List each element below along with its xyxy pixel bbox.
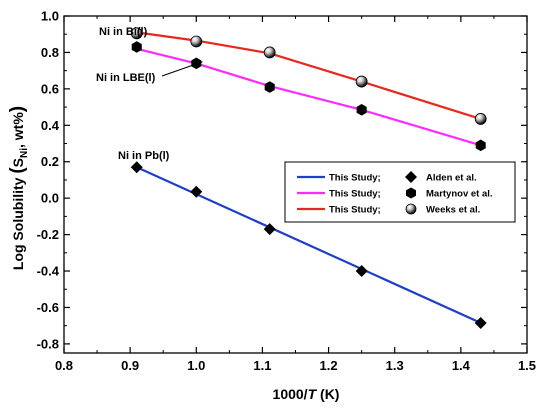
y-tick-label: -0.6 <box>37 300 59 315</box>
data-point-hexagon <box>475 139 486 152</box>
data-point-sphere <box>263 46 276 59</box>
x-tick-label: 1.5 <box>518 358 536 373</box>
x-axis-title-variable: T <box>308 386 318 402</box>
legend-source-label: Martynov et al. <box>426 189 493 200</box>
y-tick-label: 0.6 <box>41 81 59 96</box>
annotation-ni-in-bi: Ni in Bi(l) <box>99 26 148 38</box>
legend-sphere-marker <box>405 203 417 215</box>
series-line <box>136 47 482 147</box>
x-tick-label: 0.9 <box>121 358 139 373</box>
legend-study-label: This Study; <box>329 173 381 184</box>
x-axis-title-prefix: 1000/ <box>273 386 308 402</box>
x-tick-label: 1.2 <box>320 358 338 373</box>
data-point-sphere <box>190 35 203 48</box>
data-point-sphere <box>474 113 487 125</box>
legend-study-label: This Study; <box>329 205 381 216</box>
annotation-lbe-arrowhead <box>195 61 203 67</box>
annotation-ni-in-lbe: Ni in LBE(l) <box>96 72 156 84</box>
y-axis-title-paren-close: ) <box>7 106 28 112</box>
axes-group: 0.8 0.9 1.0 1.1 1.2 1.3 1.4 1.5 1.0 0.8 0.6 0.4 0.2 0… <box>37 9 536 374</box>
data-point-diamond <box>263 223 276 236</box>
x-tick-label: 1.1 <box>253 358 271 373</box>
y-axis-title-paren-open: ( <box>7 167 28 174</box>
y-axis-title: Log Solubility (SNi, wt%) <box>7 106 30 270</box>
y-tick-label: -0.8 <box>37 336 59 351</box>
data-point-diamond <box>355 265 368 278</box>
y-axis-title-units: , wt% <box>10 112 26 148</box>
y-axis-title-symbol: S <box>10 158 26 167</box>
x-tick-label: 1.0 <box>187 358 205 373</box>
x-tick-label: 1.3 <box>386 358 404 373</box>
legend-study-label: This Study; <box>329 189 381 200</box>
legend-box <box>284 161 516 223</box>
x-axis-title: 1000/T (K) <box>273 386 340 402</box>
annotation-lbe-arrow-line <box>161 62 200 77</box>
x-tick-label: 0.8 <box>55 358 73 373</box>
legend-entry-weeks: This Study; Weeks et al. <box>297 203 480 216</box>
y-tick-label: -0.2 <box>37 227 59 242</box>
legend-source-label: Alden et al. <box>426 173 477 184</box>
data-point-diamond <box>474 316 487 329</box>
legend-source-label: Weeks et al. <box>426 205 480 216</box>
y-tick-label: 0.0 <box>41 191 59 206</box>
data-point-diamond <box>130 161 143 174</box>
x-tick-label: 1.4 <box>452 358 471 373</box>
legend-entry-alden: This Study; Alden et al. <box>297 171 477 184</box>
data-point-hexagon <box>131 41 142 53</box>
legend: This Study; Alden et al. This Study; Mar… <box>284 161 516 223</box>
data-point-hexagon <box>264 81 275 93</box>
legend-entry-martynov: This Study; Martynov et al. <box>297 187 493 200</box>
y-tick-label: 0.8 <box>41 45 59 60</box>
data-point-diamond <box>190 185 203 198</box>
y-axis-title-main: Log Solubility <box>10 174 26 270</box>
y-axis-title-subscript: Ni <box>19 148 30 158</box>
y-tick-label: 0.4 <box>41 118 60 133</box>
series-line <box>136 31 482 120</box>
data-point-sphere <box>355 75 368 88</box>
y-tick-label: 1.0 <box>41 9 59 24</box>
x-axis-title-suffix: (K) <box>316 386 339 402</box>
y-tick-label: -0.4 <box>37 264 60 279</box>
data-point-hexagon <box>356 104 367 116</box>
legend-hexagon-marker <box>406 187 416 199</box>
legend-diamond-marker <box>405 171 417 183</box>
annotation-ni-in-pb: Ni in Pb(l) <box>118 150 170 162</box>
y-tick-label: 0.2 <box>41 154 59 169</box>
data-point-sphere <box>130 27 143 40</box>
